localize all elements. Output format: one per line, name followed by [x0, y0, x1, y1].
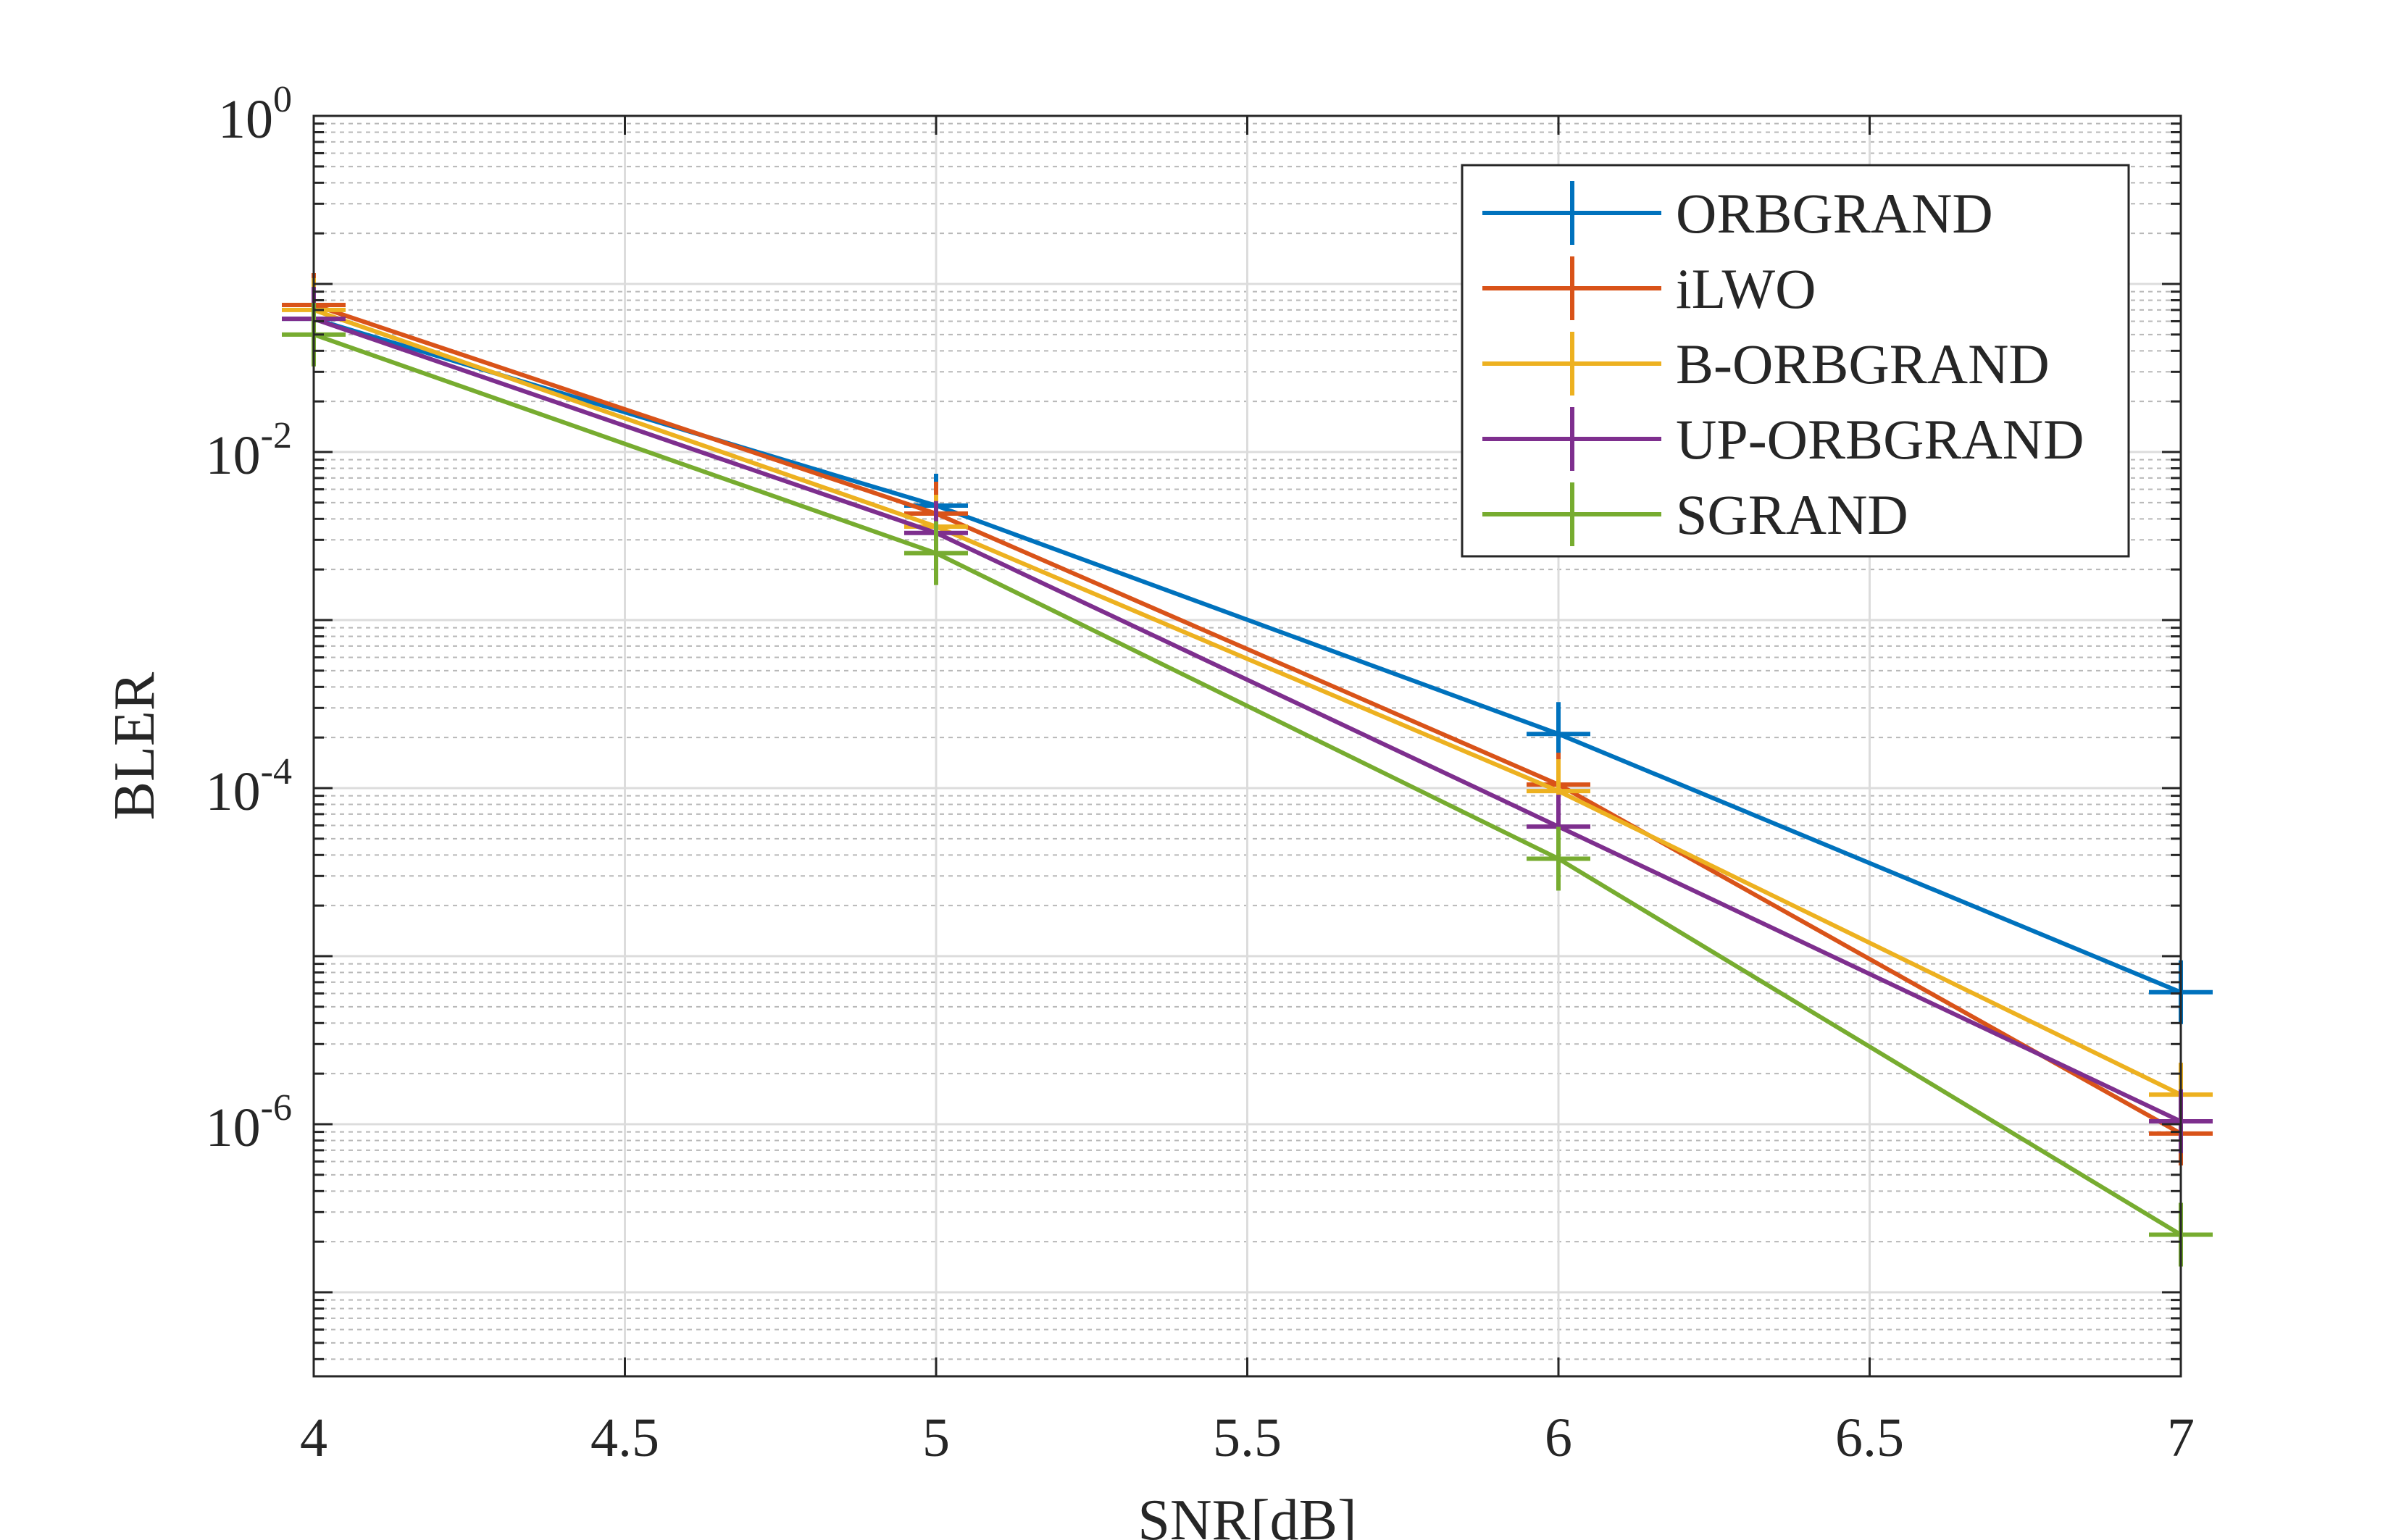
legend-entry: B-ORBGRAND	[1482, 332, 2050, 396]
y-tick-label: 10-2	[206, 415, 292, 486]
legend-label: SGRAND	[1676, 483, 1908, 546]
legend-label: UP-ORBGRAND	[1676, 408, 2084, 471]
series-line	[313, 317, 2182, 1123]
y-axis-title: BLER	[103, 671, 167, 820]
x-tick-label: 6.5	[1835, 1407, 1904, 1468]
y-tick-label: 10-6	[206, 1087, 292, 1158]
series-line	[313, 332, 2182, 1237]
data-point-marker	[1527, 827, 1590, 891]
axis-ticks	[312, 114, 2182, 1376]
series-line	[313, 317, 2182, 995]
x-tick-label: 7	[2167, 1407, 2195, 1468]
x-tick-label: 5	[922, 1407, 950, 1468]
legend-entry: ORBGRAND	[1482, 181, 1993, 245]
legend-label: iLWO	[1676, 257, 1816, 320]
x-tick-label: 4	[300, 1407, 327, 1468]
x-tick-label: 5.5	[1213, 1407, 1282, 1468]
data-point-marker	[904, 521, 968, 585]
legend-entry: iLWO	[1482, 256, 1816, 320]
series-group	[282, 272, 2213, 1267]
y-tick-label: 10-4	[206, 751, 292, 822]
legend-entry: SGRAND	[1482, 482, 1908, 546]
x-tick-label: 6	[1545, 1407, 1572, 1468]
legend: ORBGRAND iLWO B-ORBGRAND UP-ORBGRAND SGRAND	[1461, 164, 2130, 558]
axis-labels: 4 4.5 5 5.5 6 6.5 7 100 10-2 10-4 10-6	[206, 79, 2195, 1468]
series-line	[313, 308, 2182, 1097]
legend-label: B-ORBGRAND	[1676, 332, 2050, 396]
y-tick-label: 100	[218, 79, 292, 150]
x-tick-label: 4.5	[590, 1407, 659, 1468]
legend-label: ORBGRAND	[1676, 182, 1993, 245]
legend-entry: UP-ORBGRAND	[1482, 407, 2084, 471]
series-line	[313, 303, 2182, 1136]
x-axis-title: SNR[dB]	[1138, 1489, 1356, 1540]
